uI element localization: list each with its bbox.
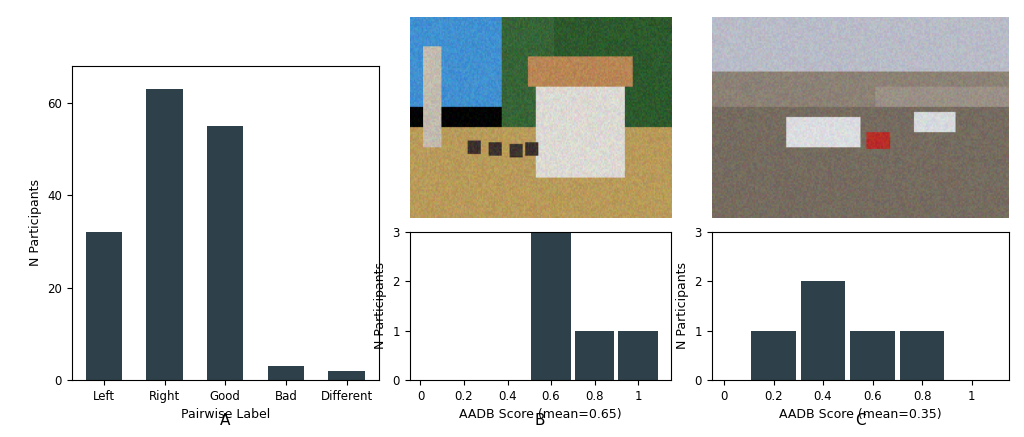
Bar [575, 331, 614, 380]
Bar [86, 232, 122, 380]
Text: A: A [220, 413, 230, 428]
Bar [531, 232, 570, 380]
Y-axis label: N Participants: N Participants [676, 262, 689, 350]
Bar [146, 89, 182, 380]
Text: C: C [855, 413, 865, 428]
Bar [752, 331, 796, 380]
Bar [850, 331, 895, 380]
X-axis label: AADB Score (mean=0.35): AADB Score (mean=0.35) [779, 409, 941, 421]
X-axis label: Pairwise Label: Pairwise Label [180, 409, 270, 421]
Bar [801, 281, 845, 380]
Bar [900, 331, 944, 380]
Y-axis label: N Participants: N Participants [29, 179, 42, 267]
X-axis label: AADB Score (mean=0.65): AADB Score (mean=0.65) [459, 409, 622, 421]
Y-axis label: N Participants: N Participants [374, 262, 387, 350]
Bar [329, 371, 365, 380]
Text: B: B [535, 413, 546, 428]
Bar [618, 331, 657, 380]
Bar [207, 126, 244, 380]
Bar [268, 366, 304, 380]
